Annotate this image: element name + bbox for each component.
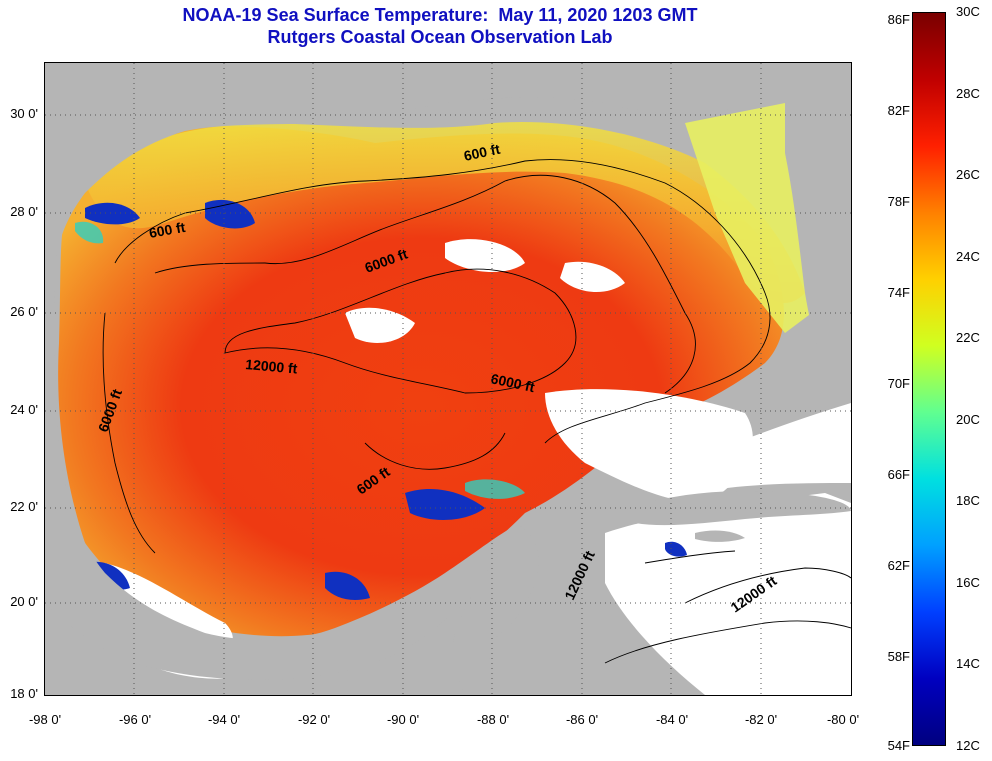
title-line-2: Rutgers Coastal Ocean Observation Lab bbox=[267, 27, 613, 47]
lon-label: -92 0' bbox=[297, 712, 331, 727]
colorbar-c-label: 24C bbox=[956, 249, 980, 264]
lon-label: -88 0' bbox=[476, 712, 510, 727]
colorbar-c-label: 22C bbox=[956, 330, 980, 345]
lon-label: -80 0' bbox=[826, 712, 860, 727]
colorbar-c-label: 14C bbox=[956, 656, 980, 671]
contour-label: 12000 ft bbox=[561, 548, 598, 602]
lon-label: -98 0' bbox=[28, 712, 62, 727]
grid-lines bbox=[45, 63, 851, 695]
northern-shelf bbox=[85, 122, 805, 304]
title-line-1: NOAA-19 Sea Surface Temperature: May 11,… bbox=[182, 5, 698, 25]
colorbar-f-label: 74F bbox=[887, 285, 910, 300]
lon-label: -82 0' bbox=[744, 712, 778, 727]
gulf-water bbox=[58, 126, 784, 637]
contour-label: 600 ft bbox=[148, 219, 187, 241]
colorbar-c-label: 18C bbox=[956, 493, 980, 508]
colorbar-f-label: 82F bbox=[887, 103, 910, 118]
colorbar-f-label: 78F bbox=[887, 194, 910, 209]
colorbar-f-label: 70F bbox=[887, 376, 910, 391]
colorbar-f-label: 58F bbox=[887, 649, 910, 664]
cool-accents bbox=[75, 221, 525, 499]
lat-label: 28 0' bbox=[10, 204, 38, 219]
contour-label: 12000 ft bbox=[245, 356, 299, 377]
lon-label: -96 0' bbox=[118, 712, 152, 727]
colorbar-c-label: 20C bbox=[956, 412, 980, 427]
colorbar-f-label: 66F bbox=[887, 467, 910, 482]
colorbar-c-label: 28C bbox=[956, 86, 980, 101]
lon-label: -84 0' bbox=[655, 712, 689, 727]
colorbar-c-label: 12C bbox=[956, 738, 980, 753]
lat-label: 30 0' bbox=[10, 106, 38, 121]
lat-label: 22 0' bbox=[10, 499, 38, 514]
lat-label: 26 0' bbox=[10, 304, 38, 319]
temperature-colorbar bbox=[912, 12, 946, 746]
colorbar-f-label: 62F bbox=[887, 558, 910, 573]
sst-map[interactable]: 600 ft 600 ft 6000 ft 12000 ft 6000 ft 6… bbox=[44, 62, 852, 696]
lat-label: 24 0' bbox=[10, 402, 38, 417]
colorbar-f-label: 86F bbox=[887, 12, 910, 27]
colorbar-c-label: 16C bbox=[956, 575, 980, 590]
land-masses bbox=[45, 63, 851, 695]
sst-map-canvas: 600 ft 600 ft 6000 ft 12000 ft 6000 ft 6… bbox=[45, 63, 851, 695]
lon-label: -86 0' bbox=[565, 712, 599, 727]
colorbar-f-label: 54F bbox=[887, 738, 910, 753]
bathymetry-contours bbox=[102, 159, 851, 664]
lat-label: 18 0' bbox=[10, 686, 38, 701]
lon-label: -94 0' bbox=[207, 712, 241, 727]
lon-label: -90 0' bbox=[386, 712, 420, 727]
colorbar-c-label: 26C bbox=[956, 167, 980, 182]
lat-label: 20 0' bbox=[10, 594, 38, 609]
map-title: NOAA-19 Sea Surface Temperature: May 11,… bbox=[0, 4, 880, 48]
colorbar-c-label: 30C bbox=[956, 4, 980, 19]
